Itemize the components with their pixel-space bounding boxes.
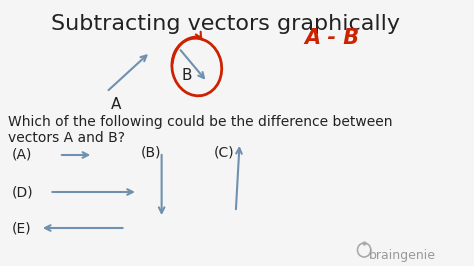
Text: A - B: A - B bbox=[304, 28, 359, 48]
Text: Subtracting vectors graphically: Subtracting vectors graphically bbox=[51, 14, 400, 34]
Text: braingenie: braingenie bbox=[369, 249, 436, 262]
Text: (A): (A) bbox=[11, 148, 32, 162]
Text: B: B bbox=[181, 68, 191, 82]
Text: (E): (E) bbox=[11, 221, 31, 235]
Text: A: A bbox=[111, 97, 121, 112]
Text: (B): (B) bbox=[141, 145, 161, 159]
Text: (C): (C) bbox=[214, 145, 235, 159]
Text: Which of the following could be the difference between
vectors A and B?: Which of the following could be the diff… bbox=[8, 115, 392, 145]
Text: (D): (D) bbox=[11, 185, 33, 199]
